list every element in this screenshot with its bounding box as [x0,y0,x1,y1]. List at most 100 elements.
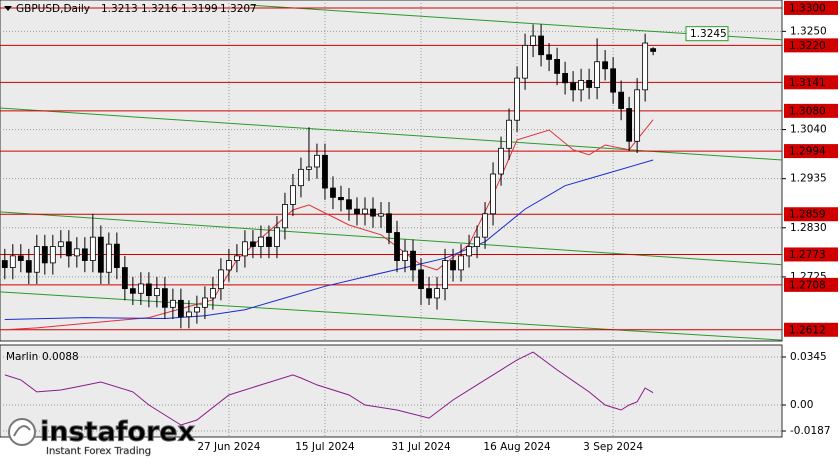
level-label: 1.3141 [789,77,826,89]
candle-body [218,269,224,290]
candle-body [202,297,208,308]
candle-body [578,80,584,91]
candle-body [450,260,456,271]
candle-body [49,246,56,264]
candle-body [642,42,649,91]
candle-body [426,288,432,299]
candle-body [434,288,440,299]
level-label: 1.3220 [789,40,826,52]
trend-line [0,211,783,266]
candle-body [650,48,657,52]
candle-body [506,119,512,149]
chart-title: GBPUSD,Daily [16,3,90,15]
candle-body [274,227,280,247]
moving-average [4,159,654,320]
candle-body [586,80,593,88]
candle-body [626,108,633,142]
candle-body [634,89,641,142]
candle-body [306,166,312,170]
y-tick-label: 1.3250 [790,25,827,37]
level-label: 1.3300 [789,2,826,14]
candle-body [362,208,368,215]
level-label-box [784,277,838,292]
candle-body [250,241,256,247]
level-label: 1.3080 [789,105,826,117]
watermark-tagline: Instant Forex Trading [46,446,151,457]
candle-body [602,61,609,70]
watermark-brand: instaforex [40,417,195,448]
candle-body [234,255,240,261]
candle-body [17,255,24,261]
moving-average [4,119,654,331]
candle-body [538,35,544,56]
candle-body [153,288,160,297]
y-tick-label: 1.2935 [790,173,827,185]
level-label: 1.2994 [789,146,826,158]
candle-body [73,248,80,257]
candle-body [354,208,360,215]
level-label-box [784,75,838,90]
candle-body [410,250,416,271]
trend-label-box [685,26,729,42]
y-tick-label: 1.2830 [790,222,827,234]
level-label-box [784,207,838,222]
candle-body [530,35,536,46]
candle-body [474,236,480,247]
candle-body [466,246,472,257]
indicator-y-tick-label: -0.0187 [790,425,831,437]
indicator-y-tick-label: 0.00 [790,399,813,411]
candle-body [330,187,336,198]
candle-body [89,236,96,261]
candle-body [402,250,408,261]
candle-body [394,232,400,261]
candle-body [258,236,264,247]
x-tick-label: 27 Jun 2024 [197,441,260,453]
level-label-box [784,103,838,118]
candle-body [482,213,488,238]
candle-body [105,243,112,273]
logo-swoosh [13,425,31,437]
candle-body [1,260,8,268]
candle-body [522,44,528,79]
header-open: 1.3213 [101,3,138,15]
candle-body [418,269,424,290]
candle-body [554,59,560,74]
level-label: 1.2773 [789,249,826,261]
price-panel [0,0,783,342]
indicator-title: Marlin [6,351,38,363]
header-close: 1.3207 [220,3,257,15]
candle-body [386,213,392,233]
y-tick-label: 1.3040 [790,124,827,136]
x-tick-label: 16 Aug 2024 [483,441,551,453]
candle-body [57,241,64,247]
candle-body [9,255,16,268]
candle-body [226,260,232,271]
candle-body [594,61,601,88]
candle-body [25,260,32,273]
level-label: 1.2859 [789,209,826,221]
candle-body [290,185,296,205]
level-label-box [784,0,838,15]
candle-body [498,147,504,175]
level-label-box [784,144,838,159]
candle-body [161,288,168,308]
candle-body [242,241,248,257]
trend-line [0,291,783,341]
header-low: 1.3199 [181,3,218,15]
indicator-value: 0.0088 [42,351,79,363]
trend-label: 1.3245 [690,28,727,40]
candle-body [322,154,328,189]
candle-body [282,204,288,229]
candle-body [41,246,48,264]
indicator-line [4,351,654,426]
level-label-box [784,322,838,337]
level-label: 1.2612 [789,324,826,336]
candle-body [562,73,568,84]
candle-body [338,196,344,201]
logo [8,418,36,446]
candle-body [65,241,72,257]
x-tick-label: 3 Sep 2024 [583,441,643,453]
candle-body [378,213,384,217]
candle-body [33,246,40,273]
